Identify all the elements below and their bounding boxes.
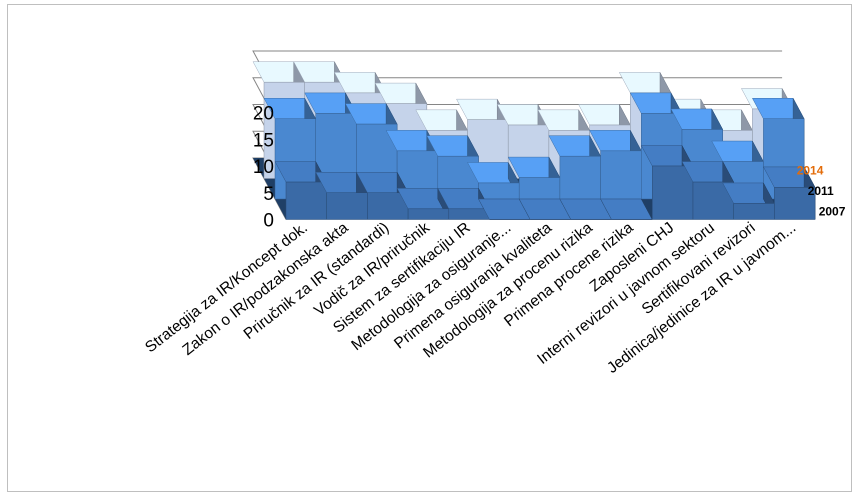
y-tick-label: 5	[263, 184, 274, 205]
x-axis-ticks: Strategija za IR/Koncept dok.Zakon o IR/…	[142, 219, 799, 377]
series-label: 2007	[819, 204, 846, 218]
bar	[467, 162, 520, 200]
y-tick-label: 0	[263, 211, 274, 232]
series-label: 2011	[808, 184, 834, 198]
x-tick-label: Zakon o IR/podzakonska akta	[179, 219, 351, 359]
bar	[507, 156, 561, 200]
series-labels: 2014 2011 2007	[797, 163, 846, 218]
y-tick-label: 20	[253, 104, 274, 125]
bar	[589, 130, 642, 200]
bar	[722, 182, 775, 220]
bars	[252, 61, 816, 220]
bar	[548, 135, 602, 200]
bar	[315, 172, 368, 220]
bar	[681, 161, 735, 220]
x-tick-label: Strategija za IR/Koncept dok.	[142, 219, 311, 356]
y-axis-ticks: 0 5 10 15 20	[253, 104, 274, 232]
bar	[640, 145, 694, 220]
series-label: 2014	[797, 163, 824, 177]
bar	[274, 161, 328, 220]
y-tick-label: 15	[253, 130, 274, 151]
chart-frame	[7, 4, 852, 492]
y-tick-label: 10	[253, 157, 274, 178]
bar	[762, 166, 816, 220]
